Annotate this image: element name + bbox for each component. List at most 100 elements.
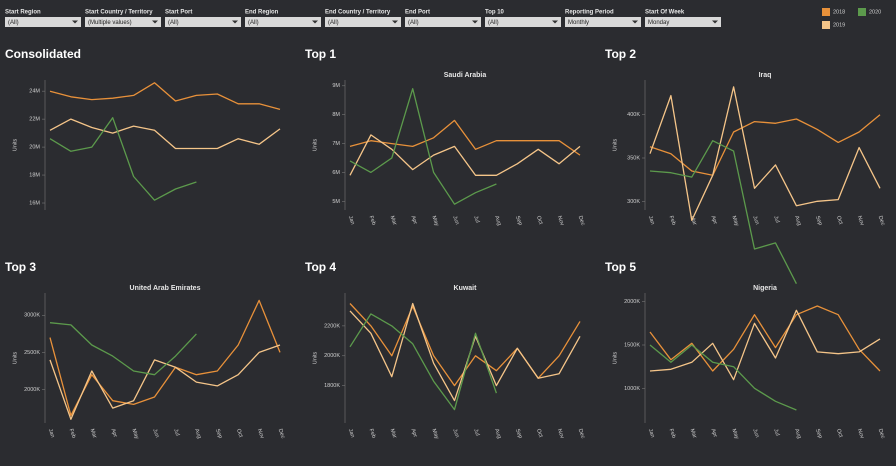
- y-tick-label: 18M: [29, 173, 40, 179]
- panel-heading: Top 4: [305, 260, 336, 274]
- panel-heading: Top 2: [605, 47, 636, 61]
- x-tick-label: Dec: [877, 428, 886, 439]
- x-tick-label: Mar: [389, 215, 398, 226]
- filter-value: Monday: [648, 20, 669, 26]
- chart-title: United Arab Emirates: [130, 285, 201, 292]
- series-line: [349, 119, 581, 156]
- legend-label: 2018: [833, 9, 845, 15]
- filter-value: Monthly: [568, 20, 589, 26]
- y-tick-label: 2000K: [324, 353, 340, 359]
- y-tick-label: 2200K: [324, 323, 340, 329]
- chart-title: Nigeria: [753, 285, 777, 292]
- x-tick-label: Apr: [409, 215, 418, 225]
- legend-swatch: [822, 21, 830, 29]
- series-line: [649, 344, 797, 411]
- filter-label: Start Country / Territory: [85, 10, 153, 16]
- x-tick-label: Feb: [68, 428, 77, 439]
- x-tick-label: Dec: [577, 428, 586, 439]
- x-tick-label: Jul: [172, 428, 180, 437]
- y-tick-label: 1000K: [624, 386, 640, 392]
- y-axis-label: Units: [312, 351, 318, 364]
- y-tick-label: 1800K: [324, 383, 340, 389]
- x-tick-label: Aug: [793, 428, 802, 439]
- panel-heading: Top 5: [605, 260, 636, 274]
- y-tick-label: 400K: [627, 112, 640, 118]
- x-tick-label: Nov: [856, 215, 865, 226]
- x-tick-label: Feb: [668, 428, 677, 439]
- y-tick-label: 5M: [332, 199, 340, 205]
- x-tick-label: Nov: [556, 215, 565, 226]
- filter-value: (All): [168, 20, 179, 26]
- y-tick-label: 1500K: [624, 342, 640, 348]
- y-axis-label: Units: [612, 351, 618, 364]
- x-tick-label: Sep: [514, 215, 523, 226]
- x-tick-label: Dec: [877, 215, 886, 226]
- x-tick-label: Nov: [856, 428, 865, 439]
- x-tick-label: Mar: [689, 215, 698, 226]
- filter-value: (All): [248, 20, 259, 26]
- dropdown-arrow: [392, 20, 398, 24]
- legend-swatch: [858, 8, 866, 16]
- filter-value: (Multiple values): [88, 20, 132, 26]
- chart-title: Iraq: [759, 72, 772, 79]
- series-line: [649, 140, 797, 284]
- series-line: [49, 344, 281, 420]
- dropdown-arrow: [72, 20, 78, 24]
- filter-label: End Port: [405, 10, 430, 16]
- y-tick-label: 2000K: [624, 299, 640, 305]
- filter-value: (All): [408, 20, 419, 26]
- x-tick-label: Nov: [556, 428, 565, 439]
- chart-title: Kuwait: [454, 285, 478, 292]
- filter-dropdown[interactable]: [485, 17, 561, 27]
- filter-dropdown[interactable]: [565, 17, 641, 27]
- panel-heading: Consolidated: [5, 47, 81, 61]
- x-tick-label: Jan: [647, 215, 656, 225]
- series-line: [49, 322, 197, 376]
- x-tick-label: Oct: [235, 428, 244, 439]
- y-tick-label: 7M: [332, 141, 340, 147]
- chart-title: Saudi Arabia: [444, 72, 487, 79]
- series-line: [649, 86, 881, 222]
- x-tick-label: Oct: [535, 215, 544, 226]
- x-tick-label: Aug: [193, 428, 202, 439]
- filter-label: Start Port: [165, 10, 192, 16]
- x-tick-label: Jun: [751, 215, 760, 225]
- x-tick-label: Nov: [256, 428, 265, 439]
- series-line: [349, 88, 497, 205]
- filter-label: Reporting Period: [565, 10, 614, 16]
- x-tick-label: Aug: [493, 428, 502, 439]
- y-tick-label: 300K: [627, 199, 640, 205]
- series-line: [349, 134, 581, 176]
- filter-label: Start Of Week: [645, 10, 685, 16]
- x-tick-label: Jan: [347, 215, 356, 225]
- filter-dropdown[interactable]: [645, 17, 721, 27]
- x-tick-label: Jun: [451, 428, 460, 438]
- x-tick-label: May: [430, 428, 439, 440]
- x-tick-label: Feb: [368, 428, 377, 439]
- filter-dropdown[interactable]: [165, 17, 241, 27]
- y-tick-label: 20M: [29, 145, 40, 151]
- x-tick-label: Dec: [277, 428, 286, 439]
- y-axis-label: Units: [12, 351, 18, 364]
- series-line: [649, 305, 881, 372]
- x-tick-label: Apr: [709, 215, 718, 225]
- y-axis-label: Units: [312, 138, 318, 151]
- dropdown-arrow: [312, 20, 318, 24]
- x-tick-label: Jan: [647, 428, 656, 438]
- x-tick-label: Sep: [214, 428, 223, 439]
- filter-dropdown[interactable]: [85, 17, 161, 27]
- filter-dropdown[interactable]: [325, 17, 401, 27]
- y-axis-label: Units: [612, 138, 618, 151]
- x-tick-label: Jun: [151, 428, 160, 438]
- x-tick-label: Sep: [814, 428, 823, 439]
- dropdown-arrow: [632, 20, 638, 24]
- filter-dropdown[interactable]: [405, 17, 481, 27]
- filter-dropdown[interactable]: [245, 17, 321, 27]
- filter-dropdown[interactable]: [5, 17, 81, 27]
- filter-label: Start Region: [5, 10, 41, 16]
- x-tick-label: Oct: [535, 428, 544, 439]
- x-tick-label: Jun: [451, 215, 460, 225]
- x-tick-label: Aug: [793, 215, 802, 226]
- legend-label: 2019: [833, 22, 845, 28]
- y-tick-label: 350K: [627, 155, 640, 161]
